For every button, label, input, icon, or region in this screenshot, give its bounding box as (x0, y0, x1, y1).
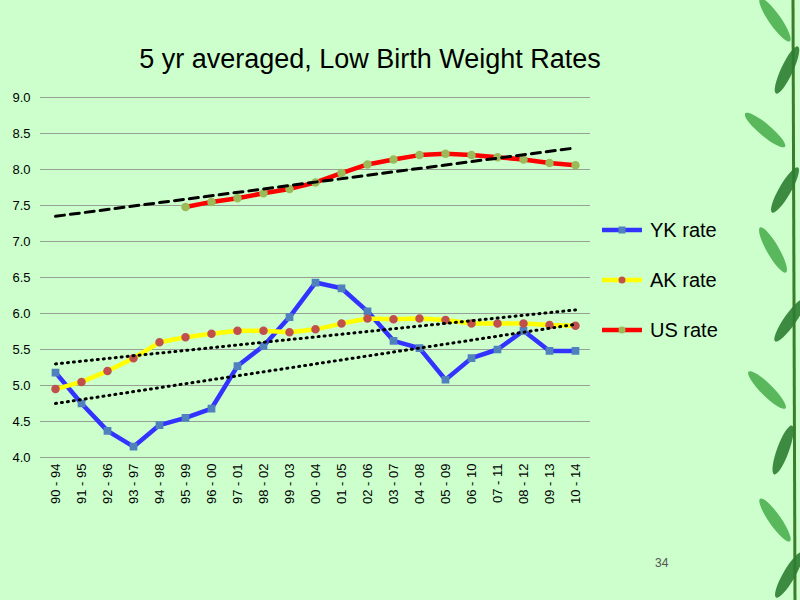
svg-text:7.0: 7.0 (12, 234, 30, 249)
svg-text:8.5: 8.5 (12, 126, 30, 141)
svg-text:4.0: 4.0 (12, 450, 30, 465)
html-text:5 yr averaged, Low Birth Weigh: 5 yr averaged, Low Birth Weight Rates (139, 44, 601, 74)
svg-text:97 - 01: 97 - 01 (230, 464, 245, 504)
svg-text:07 - 11: 07 - 11 (490, 464, 505, 504)
svg-text:05 - 09: 05 - 09 (438, 464, 453, 504)
svg-text:04 - 08: 04 - 08 (412, 464, 427, 504)
svg-text:10 - 14: 10 - 14 (568, 464, 583, 504)
html-text:AK rate: AK rate (650, 268, 717, 291)
svg-text:93 - 97: 93 - 97 (126, 464, 141, 504)
svg-text:91 - 95: 91 - 95 (74, 464, 89, 504)
html-text:34: 34 (655, 556, 669, 570)
svg-text:06 - 10: 06 - 10 (464, 464, 479, 504)
svg-text:7.5: 7.5 (12, 198, 30, 213)
svg-text:01 - 05: 01 - 05 (334, 464, 349, 504)
svg-text:99 - 03: 99 - 03 (282, 464, 297, 504)
svg-text:92 - 96: 92 - 96 (100, 464, 115, 504)
svg-text:6.0: 6.0 (12, 306, 30, 321)
svg-text:95 - 99: 95 - 99 (178, 464, 193, 504)
svg-text:02 - 06: 02 - 06 (360, 464, 375, 504)
svg-text:9.0: 9.0 (12, 90, 30, 105)
svg-text:96 - 00: 96 - 00 (204, 464, 219, 504)
svg-text:4.5: 4.5 (12, 414, 30, 429)
html-text:YK rate: YK rate (650, 218, 717, 241)
svg-text:03 - 07: 03 - 07 (386, 464, 401, 504)
svg-text:00 - 04: 00 - 04 (308, 464, 323, 504)
svg-text:09 - 13: 09 - 13 (542, 464, 557, 504)
svg-text:08 - 12: 08 - 12 (516, 464, 531, 504)
svg-text:8.0: 8.0 (12, 162, 30, 177)
svg-text:6.5: 6.5 (12, 270, 30, 285)
svg-text:98 - 02: 98 - 02 (256, 464, 271, 504)
svg-text:90 - 94: 90 - 94 (48, 464, 63, 504)
html-text:US rate: US rate (650, 318, 718, 341)
svg-text:5.0: 5.0 (12, 378, 30, 393)
svg-text:94 - 98: 94 - 98 (152, 464, 167, 504)
svg-text:5.5: 5.5 (12, 342, 30, 357)
